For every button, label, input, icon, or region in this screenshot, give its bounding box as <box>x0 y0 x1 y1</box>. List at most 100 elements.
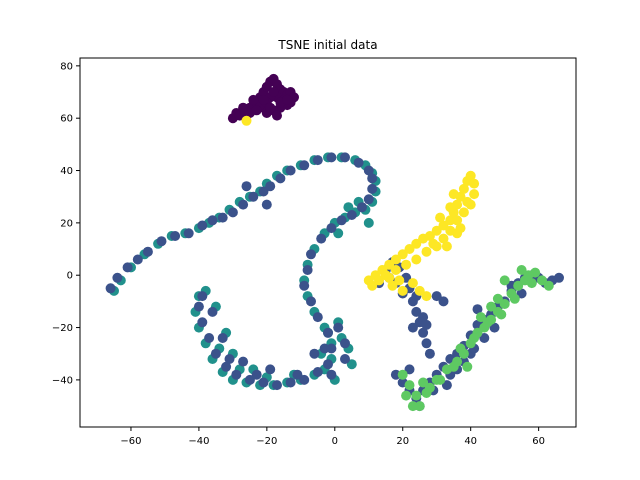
data-point <box>268 87 279 97</box>
data-point <box>363 165 374 176</box>
data-point <box>275 173 286 184</box>
x-tick-label: 20 <box>396 436 409 447</box>
data-point <box>241 115 252 126</box>
data-point <box>424 348 435 359</box>
data-point <box>333 228 344 239</box>
data-point <box>530 267 541 278</box>
data-point <box>424 231 435 241</box>
y-tick-label: 80 <box>60 61 73 72</box>
data-point <box>407 322 418 333</box>
data-point <box>132 254 143 265</box>
data-point <box>421 319 432 330</box>
data-point <box>418 327 429 338</box>
data-point <box>424 382 435 393</box>
data-point <box>299 280 310 291</box>
data-point <box>414 285 425 296</box>
data-point <box>272 110 282 121</box>
data-point <box>367 183 378 194</box>
data-point <box>455 223 466 234</box>
data-point <box>469 333 480 343</box>
data-point <box>285 165 296 176</box>
data-point <box>323 327 333 338</box>
data-point <box>418 312 429 323</box>
data-point <box>486 301 497 312</box>
data-point <box>441 241 452 252</box>
data-point <box>265 364 276 375</box>
data-point <box>204 333 215 343</box>
data-point <box>421 291 432 302</box>
data-point <box>170 231 181 241</box>
data-point <box>309 348 320 359</box>
data-point <box>411 306 422 317</box>
data-point <box>353 157 364 168</box>
data-point <box>394 275 405 286</box>
data-point <box>292 369 303 380</box>
data-point <box>363 217 374 228</box>
data-point <box>397 249 408 260</box>
data-point <box>428 238 439 249</box>
data-point <box>499 275 510 286</box>
data-point <box>340 354 350 364</box>
data-point <box>265 102 276 113</box>
data-point <box>509 293 520 304</box>
data-point <box>397 369 408 380</box>
data-point <box>261 199 272 210</box>
data-point <box>445 202 456 213</box>
data-point <box>407 278 418 289</box>
data-point <box>231 369 242 380</box>
y-axis: −40 −20 0 20 40 60 80 <box>52 61 80 386</box>
data-point <box>526 278 537 289</box>
data-point <box>336 215 347 226</box>
data-point <box>543 280 554 291</box>
data-point <box>367 280 378 291</box>
y-tick-label: −20 <box>52 323 73 334</box>
data-point <box>207 215 218 226</box>
y-tick-label: 60 <box>60 114 73 125</box>
data-point <box>404 380 415 391</box>
data-point <box>516 265 527 275</box>
data-point <box>513 280 524 291</box>
data-point <box>496 309 507 320</box>
data-point <box>248 94 259 105</box>
data-point <box>112 272 123 283</box>
data-point <box>492 293 503 304</box>
data-point <box>312 312 323 323</box>
x-tick-label: 60 <box>532 436 545 447</box>
data-point <box>435 374 446 385</box>
data-point <box>357 202 367 213</box>
data-point <box>197 317 208 328</box>
plot-frame <box>79 57 577 428</box>
y-tick-label: 40 <box>60 166 73 177</box>
series-4 <box>241 115 480 302</box>
data-point <box>156 236 167 247</box>
x-tick-label: −20 <box>256 436 277 447</box>
data-point <box>316 233 327 244</box>
data-point <box>217 333 228 343</box>
data-point <box>326 152 337 163</box>
x-tick-label: 40 <box>464 436 477 447</box>
data-point <box>251 369 262 380</box>
series-0 <box>227 73 299 124</box>
data-point <box>227 207 238 218</box>
data-point <box>438 220 449 231</box>
data-point <box>458 183 469 194</box>
data-point <box>323 359 333 370</box>
data-point <box>258 94 269 105</box>
data-point <box>207 306 218 317</box>
data-point <box>197 291 208 302</box>
data-point <box>302 265 313 275</box>
data-point <box>312 367 323 377</box>
data-point <box>516 288 527 299</box>
data-point <box>244 374 255 385</box>
data-point <box>367 173 378 184</box>
data-point <box>387 280 398 291</box>
data-point <box>469 178 480 189</box>
data-point <box>234 110 245 121</box>
data-point <box>299 374 310 385</box>
data-point <box>306 249 316 260</box>
data-point <box>452 215 463 226</box>
data-point <box>411 390 422 401</box>
data-point <box>282 94 293 105</box>
data-point <box>397 285 408 296</box>
data-point <box>472 304 483 315</box>
